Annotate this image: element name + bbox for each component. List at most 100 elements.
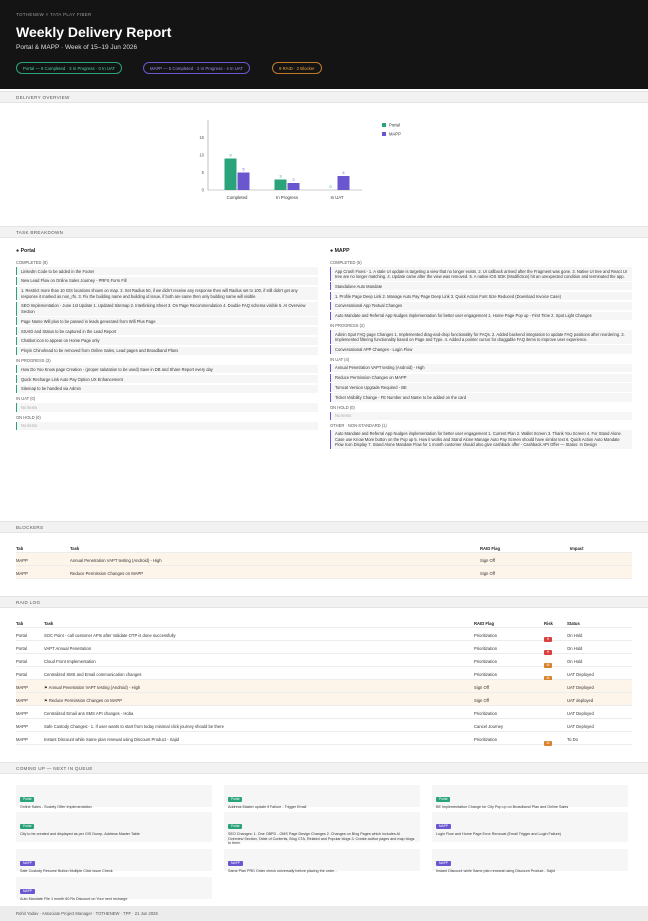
task-item: Reduce Permission Changes on MAPP: [330, 373, 632, 382]
section-raid-log: RAID LOG: [0, 596, 648, 608]
bar-value-label: 5: [242, 167, 245, 172]
tab-tag: Portal: [228, 823, 243, 829]
task-item: SEO Implementation - June 1st Update 1. …: [16, 301, 318, 316]
tab-tag: Portal: [228, 796, 243, 802]
risk-badge: H: [544, 650, 552, 655]
status-cell: UAT Deployed: [567, 684, 594, 690]
table-cell: Prioritization: [474, 658, 498, 664]
queue-card: MAPP Instant Discount while Same plan ren…: [432, 849, 628, 873]
section-title: COMING UP — NEXT IN QUEUE: [16, 766, 93, 771]
group-label: COMPLETED (8): [16, 260, 48, 265]
table-row: MAPP Annual Penetration VAPT testing (And…: [16, 553, 632, 566]
column-title: ● MAPP: [330, 248, 350, 254]
risk-badge: H: [544, 637, 552, 642]
queue-card: Portal BE Implementation Change for City …: [432, 785, 628, 809]
table-row: MAPP Centralized Email ans SMS API change…: [16, 706, 632, 719]
column-header: Tab: [16, 620, 24, 626]
risk-badge: M: [544, 741, 552, 746]
table-cell: SOC Point - call customer APIs after Val…: [44, 632, 176, 638]
table-cell: Safe Custody Changes:- 1. If user wants …: [44, 723, 224, 729]
section-title: RAID LOG: [16, 600, 41, 605]
x-tick-label: In UAT: [330, 195, 343, 200]
column-header: RAID Flag: [480, 545, 501, 551]
task-item: New Lead Flow on Online Sales Journey - …: [16, 276, 318, 286]
table-row: MAPP ⚑ Annual Penetration VAPT testing (A…: [16, 680, 632, 693]
table-row: MAPP Reduce Permission Changes on MAPP Sig…: [16, 566, 632, 579]
table-row: MAPP ⚑ Reduce Permission Changes on MAPP S…: [16, 693, 632, 706]
task-item: App Crash Fixes:- 1. A stale UI update i…: [330, 267, 632, 281]
card-text: BE Implementation Change for City Pop up…: [436, 805, 569, 809]
task-item: Chatbot icon to appear on Home Page only: [16, 336, 318, 346]
tab-tag: Portal: [436, 796, 451, 802]
group-label: IN PROGRESS (2): [330, 323, 365, 329]
table-cell: Cloud Front Implementation: [44, 658, 96, 664]
tab-tag: Portal: [20, 796, 35, 802]
bar-portal: [274, 179, 287, 190]
queue-card: Portal Address Master update if Failure -…: [224, 785, 420, 809]
blockers-table: Tab Task RAID Flag Impact MAPP Annual Penetra…: [16, 542, 632, 579]
card-text: Instant Discount while Same plan renewal…: [436, 869, 555, 873]
legend-swatch: [382, 132, 386, 136]
status-cell: On Hold: [567, 645, 583, 651]
task-item: How Do You Know page Creation - (proper …: [16, 365, 318, 374]
brand-line: TOTHENEW × TATA PLAY FIBER: [16, 12, 92, 17]
table-header-row: Tab Task RAID Flag Impact: [16, 542, 632, 553]
queue-card: MAPP Safe Custody Resume Button Multiple …: [16, 849, 212, 873]
raid-table: Tab Task RAID Flag Risk Status Portal SOC Poin…: [16, 617, 632, 746]
section-title: DELIVERY OVERVIEW: [16, 95, 70, 100]
x-tick-label: In Progress: [276, 195, 298, 200]
group-label: IN UAT (0): [16, 396, 36, 402]
table-cell: Portal: [16, 671, 27, 677]
column-title: ● Portal: [16, 248, 36, 254]
portal-summary-pill: Portal — 9 Completed · 3 In Progress · 0…: [16, 62, 123, 74]
status-cell: UAT Deployed: [567, 671, 594, 677]
card-text: Online Sales - Society Offer Implementat…: [20, 805, 92, 809]
table-row: Portal Cloud Front Implementation Prioriti…: [16, 654, 632, 668]
tab-tag: MAPP: [20, 888, 36, 894]
column-header: Risk: [544, 620, 553, 626]
table-cell: VAPT Annual Penetration: [44, 645, 92, 651]
table-cell: Reduce Permission Changes on MAPP: [70, 570, 144, 576]
risk-badge: M: [544, 676, 552, 681]
table-row: Portal Centralized SMS and Email communic…: [16, 667, 632, 681]
section-task-breakdown: TASK BREAKDOWN: [0, 226, 648, 238]
status-cell: UAT Deployed: [567, 723, 594, 729]
bar-value-label: 2: [292, 177, 295, 182]
mapp-summary-pill: MAPP — 5 Completed · 2 In Progress · 4 I…: [143, 62, 250, 74]
y-tick-label: 5: [202, 170, 205, 175]
section-title: TASK BREAKDOWN: [16, 230, 64, 235]
column-header: Task: [44, 620, 54, 626]
tab-tag: Portal: [20, 823, 35, 829]
section-coming-up: COMING UP — NEXT IN QUEUE: [0, 762, 648, 774]
bar-value-label: 3: [279, 174, 282, 179]
tab-tag: MAPP: [20, 860, 36, 866]
queue-card: MAPP Same Plan PRD Order check universall…: [224, 849, 420, 873]
y-tick-label: 0: [202, 188, 205, 193]
task-item: Sitemap to be handled via Admin: [16, 384, 318, 394]
mapp-column: ● MAPP COMPLETED (5) App Crash Fixes:- 1. …: [330, 248, 632, 450]
empty-item: No items: [16, 421, 318, 430]
card-text: City to be created and displayed as per …: [20, 832, 140, 836]
task-item: Page Name Will plus to be passed in lead…: [16, 317, 318, 326]
y-tick-label: 15: [199, 135, 204, 140]
card-text: Safe Custody Resume Button Multiple Clic…: [20, 869, 113, 873]
task-item: Conversational App Textual Changes: [330, 301, 632, 311]
tab-tag: MAPP: [436, 860, 452, 866]
group-label: OTHER · NON-STANDARD (1): [330, 422, 387, 428]
card-text: Same Plan PRD Order check universally be…: [228, 869, 337, 873]
legend-label: Portal: [389, 123, 400, 128]
tab-tag: MAPP: [228, 860, 244, 866]
column-header: Status: [567, 620, 580, 626]
column-header: Task: [70, 545, 80, 551]
section-delivery-overview: DELIVERY OVERVIEW: [0, 91, 648, 103]
table-cell: MAPP: [16, 736, 28, 742]
table-cell: ⚑ Annual Penetration VAPT testing (Andro…: [44, 684, 141, 690]
tab-tag: MAPP: [436, 823, 452, 829]
card-text: Address Master update if Failure - Trigg…: [228, 805, 307, 809]
bar-portal: [224, 158, 237, 190]
table-cell: Sign Off: [480, 557, 496, 563]
table-cell: Portal: [16, 632, 27, 638]
table-cell: Prioritization: [474, 710, 498, 716]
table-cell: Prioritization: [474, 645, 498, 651]
table-cell: Portal: [16, 658, 27, 664]
